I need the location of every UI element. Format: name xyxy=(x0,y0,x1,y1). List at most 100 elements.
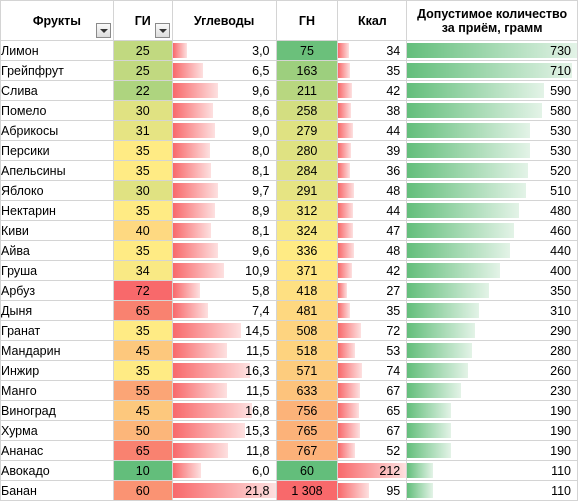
cell-fruit[interactable]: Инжир xyxy=(0,360,114,381)
cell-gn[interactable]: 418 xyxy=(275,280,339,301)
cell-gn[interactable]: 284 xyxy=(275,160,339,181)
cell-carbs[interactable]: 8,0 xyxy=(171,140,277,161)
cell-portion[interactable]: 460 xyxy=(406,220,578,241)
cell-gn[interactable]: 211 xyxy=(275,80,339,101)
cell-carbs[interactable]: 11,8 xyxy=(171,440,277,461)
cell-kcal[interactable]: 42 xyxy=(337,80,408,101)
cell-carbs[interactable]: 9,6 xyxy=(171,80,277,101)
cell-gi[interactable]: 10 xyxy=(112,460,173,481)
cell-gn[interactable]: 336 xyxy=(275,240,339,261)
cell-gn[interactable]: 258 xyxy=(275,100,339,121)
cell-portion[interactable]: 310 xyxy=(406,300,578,321)
cell-gi[interactable]: 31 xyxy=(112,120,173,141)
cell-carbs[interactable]: 11,5 xyxy=(171,380,277,401)
cell-gi[interactable]: 35 xyxy=(112,160,173,181)
cell-gn[interactable]: 508 xyxy=(275,320,339,341)
cell-portion[interactable]: 590 xyxy=(406,80,578,101)
cell-carbs[interactable]: 15,3 xyxy=(171,420,277,441)
cell-kcal[interactable]: 35 xyxy=(337,60,408,81)
cell-gn[interactable]: 279 xyxy=(275,120,339,141)
cell-carbs[interactable]: 16,3 xyxy=(171,360,277,381)
cell-kcal[interactable]: 39 xyxy=(337,140,408,161)
cell-carbs[interactable]: 9,7 xyxy=(171,180,277,201)
cell-gi[interactable]: 40 xyxy=(112,220,173,241)
cell-portion[interactable]: 190 xyxy=(406,400,578,421)
cell-carbs[interactable]: 21,8 xyxy=(171,480,277,501)
cell-gi[interactable]: 35 xyxy=(112,320,173,341)
cell-kcal[interactable]: 72 xyxy=(337,320,408,341)
cell-fruit[interactable]: Гранат xyxy=(0,320,114,341)
cell-fruit[interactable]: Слива xyxy=(0,80,114,101)
cell-gn[interactable]: 291 xyxy=(275,180,339,201)
cell-kcal[interactable]: 67 xyxy=(337,420,408,441)
cell-gn[interactable]: 767 xyxy=(275,440,339,461)
cell-kcal[interactable]: 44 xyxy=(337,120,408,141)
cell-fruit[interactable]: Айва xyxy=(0,240,114,261)
cell-carbs[interactable]: 14,5 xyxy=(171,320,277,341)
cell-fruit[interactable]: Лимон xyxy=(0,40,114,61)
cell-gi[interactable]: 45 xyxy=(112,400,173,421)
cell-portion[interactable]: 110 xyxy=(406,460,578,481)
cell-kcal[interactable]: 95 xyxy=(337,480,408,501)
cell-carbs[interactable]: 11,5 xyxy=(171,340,277,361)
cell-kcal[interactable]: 67 xyxy=(337,380,408,401)
cell-gi[interactable]: 45 xyxy=(112,340,173,361)
cell-fruit[interactable]: Дыня xyxy=(0,300,114,321)
cell-fruit[interactable]: Киви xyxy=(0,220,114,241)
cell-portion[interactable]: 280 xyxy=(406,340,578,361)
cell-gi[interactable]: 60 xyxy=(112,480,173,501)
cell-fruit[interactable]: Апельсины xyxy=(0,160,114,181)
cell-carbs[interactable]: 8,9 xyxy=(171,200,277,221)
cell-fruit[interactable]: Авокадо xyxy=(0,460,114,481)
cell-portion[interactable]: 190 xyxy=(406,440,578,461)
cell-kcal[interactable]: 36 xyxy=(337,160,408,181)
cell-gn[interactable]: 518 xyxy=(275,340,339,361)
cell-carbs[interactable]: 6,0 xyxy=(171,460,277,481)
cell-gi[interactable]: 25 xyxy=(112,60,173,81)
cell-gi[interactable]: 50 xyxy=(112,420,173,441)
cell-kcal[interactable]: 74 xyxy=(337,360,408,381)
cell-portion[interactable]: 480 xyxy=(406,200,578,221)
cell-portion[interactable]: 510 xyxy=(406,180,578,201)
cell-kcal[interactable]: 44 xyxy=(337,200,408,221)
cell-carbs[interactable]: 9,0 xyxy=(171,120,277,141)
cell-gn[interactable]: 371 xyxy=(275,260,339,281)
cell-gn[interactable]: 571 xyxy=(275,360,339,381)
cell-fruit[interactable]: Виноград xyxy=(0,400,114,421)
cell-gi[interactable]: 55 xyxy=(112,380,173,401)
cell-portion[interactable]: 400 xyxy=(406,260,578,281)
cell-fruit[interactable]: Груша xyxy=(0,260,114,281)
cell-kcal[interactable]: 53 xyxy=(337,340,408,361)
cell-portion[interactable]: 230 xyxy=(406,380,578,401)
cell-carbs[interactable]: 8,6 xyxy=(171,100,277,121)
cell-gi[interactable]: 65 xyxy=(112,300,173,321)
sort-dropdown-icon[interactable] xyxy=(154,23,170,38)
cell-gi[interactable]: 35 xyxy=(112,140,173,161)
cell-portion[interactable]: 730 xyxy=(406,40,578,61)
cell-fruit[interactable]: Ананас xyxy=(0,440,114,461)
cell-kcal[interactable]: 27 xyxy=(337,280,408,301)
cell-fruit[interactable]: Манго xyxy=(0,380,114,401)
cell-fruit[interactable]: Банан xyxy=(0,480,114,501)
cell-portion[interactable]: 260 xyxy=(406,360,578,381)
cell-gi[interactable]: 22 xyxy=(112,80,173,101)
cell-fruit[interactable]: Персики xyxy=(0,140,114,161)
cell-portion[interactable]: 440 xyxy=(406,240,578,261)
cell-kcal[interactable]: 34 xyxy=(337,40,408,61)
cell-kcal[interactable]: 212 xyxy=(337,460,408,481)
cell-carbs[interactable]: 9,6 xyxy=(171,240,277,261)
cell-portion[interactable]: 290 xyxy=(406,320,578,341)
cell-portion[interactable]: 110 xyxy=(406,480,578,501)
cell-gi[interactable]: 34 xyxy=(112,260,173,281)
cell-gn[interactable]: 324 xyxy=(275,220,339,241)
cell-kcal[interactable]: 48 xyxy=(337,240,408,261)
cell-portion[interactable]: 530 xyxy=(406,120,578,141)
cell-portion[interactable]: 520 xyxy=(406,160,578,181)
cell-portion[interactable]: 530 xyxy=(406,140,578,161)
cell-portion[interactable]: 190 xyxy=(406,420,578,441)
cell-kcal[interactable]: 38 xyxy=(337,100,408,121)
cell-gn[interactable]: 60 xyxy=(275,460,339,481)
cell-gn[interactable]: 163 xyxy=(275,60,339,81)
cell-gi[interactable]: 65 xyxy=(112,440,173,461)
cell-carbs[interactable]: 8,1 xyxy=(171,160,277,181)
